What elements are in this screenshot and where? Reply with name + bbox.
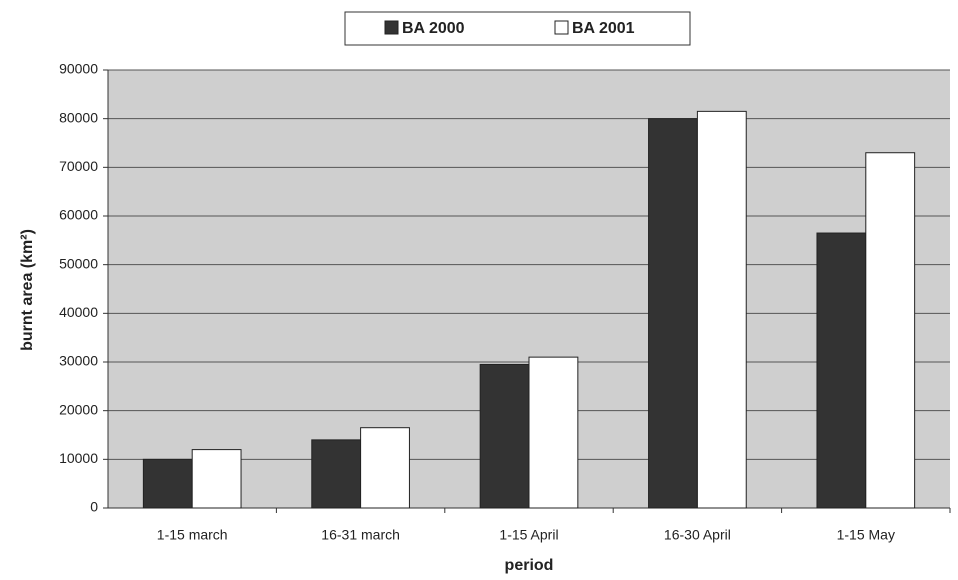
- bar: [479, 363, 530, 509]
- y-tick-label: 30000: [59, 353, 98, 369]
- x-tick-label: 1-15 April: [499, 527, 558, 543]
- bar: [696, 110, 747, 509]
- y-tick-label: 90000: [59, 61, 98, 77]
- bar: [816, 232, 867, 509]
- bar: [142, 458, 193, 509]
- x-axis-title: period: [505, 557, 554, 574]
- y-axis-title: burnt area (km²): [19, 229, 36, 351]
- bar: [191, 449, 242, 509]
- y-tick-label: 10000: [59, 450, 98, 466]
- legend-box: [344, 11, 691, 46]
- bar: [528, 356, 579, 509]
- x-tick-label: 1-15 march: [157, 527, 228, 543]
- legend-label: BA 2001: [572, 20, 635, 37]
- y-tick-label: 60000: [59, 207, 98, 223]
- legend-swatch: [384, 20, 399, 35]
- bar: [311, 439, 362, 509]
- x-tick-label: 16-31 march: [321, 527, 400, 543]
- y-tick-label: 40000: [59, 304, 98, 320]
- x-tick-label: 1-15 May: [837, 527, 895, 543]
- x-tick-label: 16-30 April: [664, 527, 731, 543]
- y-tick-label: 0: [90, 499, 98, 515]
- y-tick-label: 20000: [59, 401, 98, 417]
- legend-swatch: [554, 20, 569, 35]
- bar: [648, 118, 698, 509]
- bar: [360, 427, 410, 509]
- bar: [865, 152, 916, 509]
- y-tick-label: 50000: [59, 255, 98, 271]
- legend-label: BA 2000: [402, 20, 465, 37]
- y-tick-label: 70000: [59, 158, 98, 174]
- y-tick-label: 80000: [59, 109, 98, 125]
